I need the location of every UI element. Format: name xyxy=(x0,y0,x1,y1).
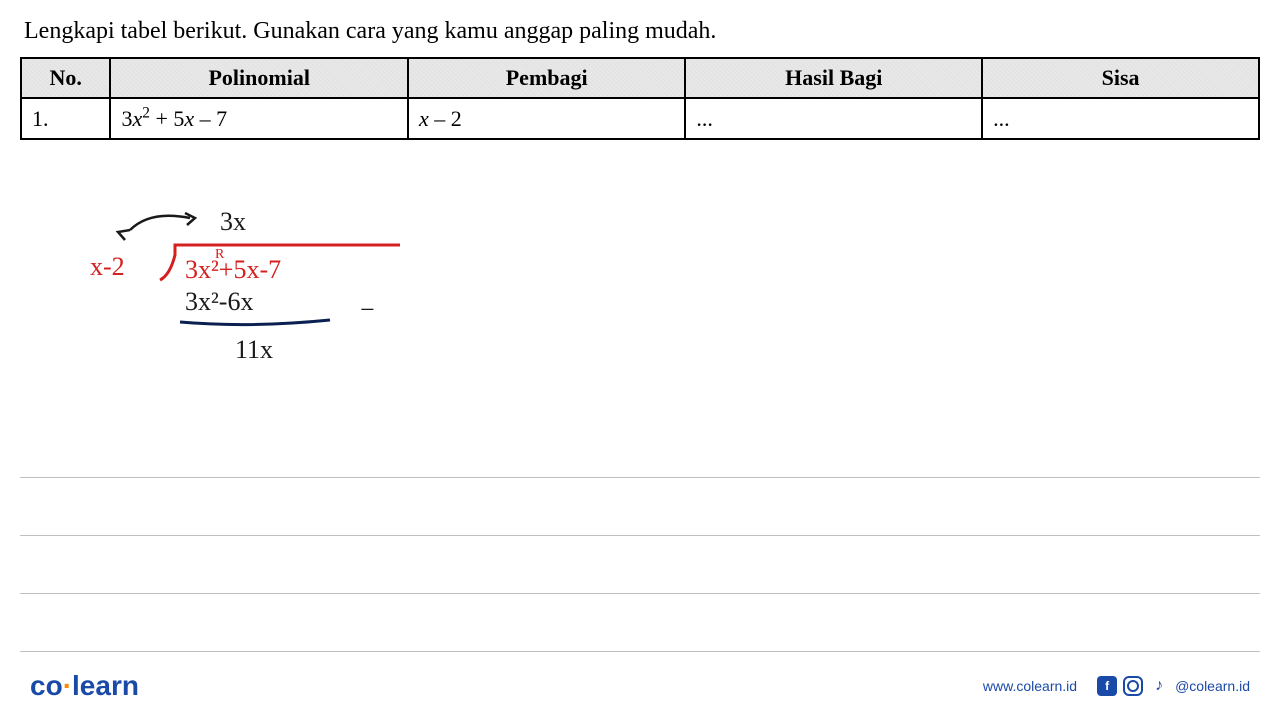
arrow-head-left xyxy=(118,230,130,240)
social-icons: f ♪ @colearn.id xyxy=(1097,676,1250,696)
header-no: No. xyxy=(21,58,110,98)
arrow-curve xyxy=(130,216,190,230)
header-quotient: Hasil Bagi xyxy=(685,58,982,98)
polynomial-table: No. Polinomial Pembagi Hasil Bagi Sisa 1… xyxy=(20,57,1260,140)
cell-polynomial: 3x2 + 5x – 7 xyxy=(110,98,407,139)
notebook-line xyxy=(20,478,1260,536)
result-11x: 11x xyxy=(235,335,273,364)
subtract-term: 3x²-6x xyxy=(185,287,253,316)
footer-right: www.colearn.id f ♪ @colearn.id xyxy=(983,676,1250,696)
notebook-line xyxy=(20,594,1260,652)
cell-remainder: ... xyxy=(982,98,1259,139)
handwriting-svg: 3x x-2 R 3x²+5x-7 3x²-6x − 11x xyxy=(70,200,470,400)
table-container: No. Polinomial Pembagi Hasil Bagi Sisa 1… xyxy=(0,57,1280,140)
notebook-line xyxy=(20,420,1260,478)
divisor-text: x – 2 xyxy=(419,106,462,131)
social-handle: @colearn.id xyxy=(1175,678,1250,694)
logo-co: co xyxy=(30,670,63,701)
instagram-icon xyxy=(1123,676,1143,696)
poly-text: 3x2 + 5x – 7 xyxy=(121,106,227,131)
header-remainder: Sisa xyxy=(982,58,1259,98)
instruction-text: Lengkapi tabel berikut. Gunakan cara yan… xyxy=(0,0,1280,57)
logo-dot: · xyxy=(63,670,72,701)
website-url: www.colearn.id xyxy=(983,678,1077,694)
facebook-icon: f xyxy=(1097,676,1117,696)
subtract-underline xyxy=(180,320,330,325)
header-divisor: Pembagi xyxy=(408,58,685,98)
logo: co·learn xyxy=(30,670,139,702)
cell-quotient: ... xyxy=(685,98,982,139)
logo-learn: learn xyxy=(72,670,139,701)
cell-divisor: x – 2 xyxy=(408,98,685,139)
divisor-red: x-2 xyxy=(90,252,125,281)
table-row: 1. 3x2 + 5x – 7 x – 2 ... ... xyxy=(21,98,1259,139)
footer: co·learn www.colearn.id f ♪ @colearn.id xyxy=(0,670,1280,702)
quotient-3x: 3x xyxy=(220,207,246,236)
notebook-lines xyxy=(20,420,1260,652)
header-polynomial: Polinomial xyxy=(110,58,407,98)
handwriting-area: 3x x-2 R 3x²+5x-7 3x²-6x − 11x xyxy=(70,200,470,400)
table-header-row: No. Polinomial Pembagi Hasil Bagi Sisa xyxy=(21,58,1259,98)
notebook-line xyxy=(20,536,1260,594)
dividend-red: 3x²+5x-7 xyxy=(185,255,281,284)
arrow-head-right xyxy=(185,213,195,225)
tiktok-icon: ♪ xyxy=(1149,676,1169,696)
cell-no: 1. xyxy=(21,98,110,139)
minus-sign: − xyxy=(360,295,375,324)
